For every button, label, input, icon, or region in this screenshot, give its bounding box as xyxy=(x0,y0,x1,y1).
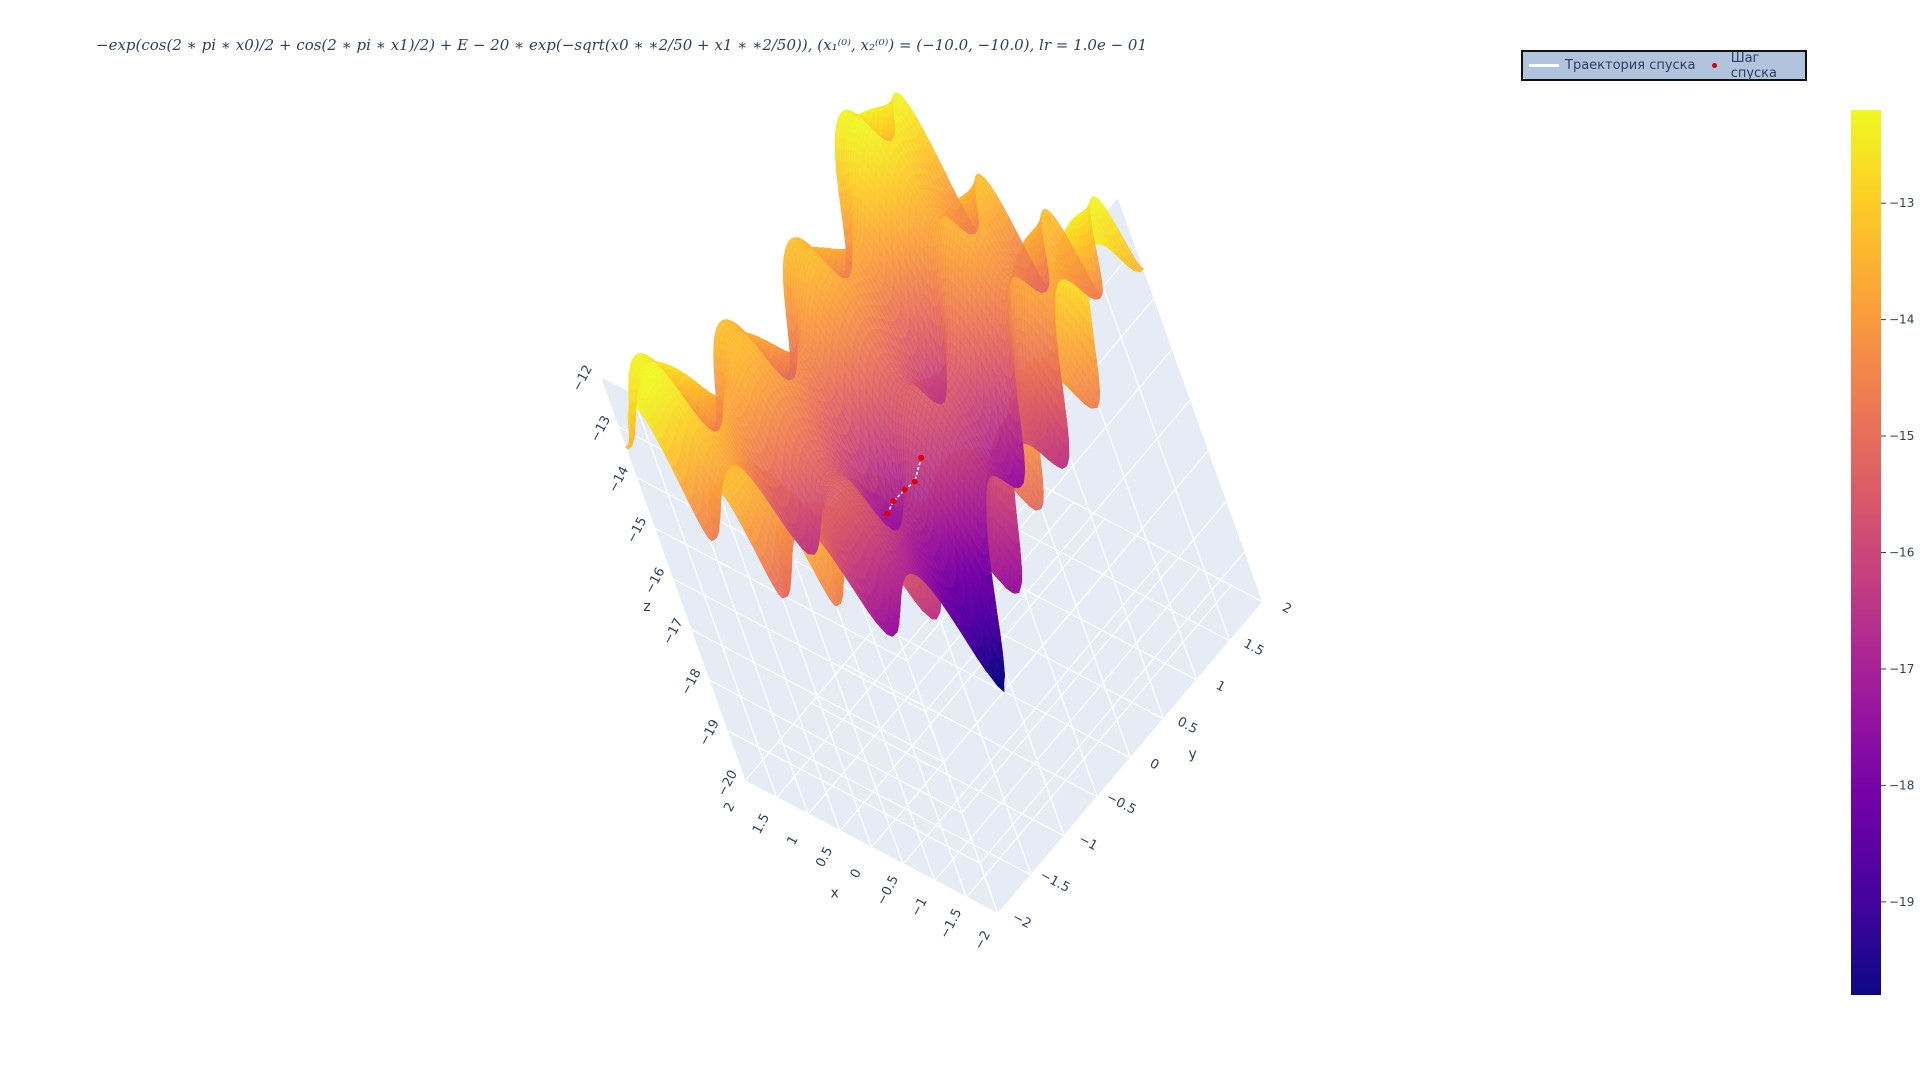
z-tick-label: −18 xyxy=(679,666,705,697)
z-tick-label: −13 xyxy=(588,413,614,444)
x-tick-label: −0.5 xyxy=(874,873,902,908)
legend-item-trajectory[interactable]: Траектория спуска xyxy=(1523,52,1696,79)
grid-line-z xyxy=(925,399,1191,712)
surface-cell xyxy=(1059,291,1064,306)
grid-line-z xyxy=(744,780,999,915)
grid-line-z xyxy=(690,628,944,763)
legend-label-trajectory: Траектория спуска xyxy=(1565,58,1696,73)
x-tick-label: 1 xyxy=(785,833,802,847)
y-axis-label: y xyxy=(1188,746,1196,762)
surface-cell xyxy=(840,573,844,588)
y-tick-label: 1 xyxy=(1213,678,1227,695)
x-tick-label: 0.5 xyxy=(813,845,836,870)
x-tick-label: −1.5 xyxy=(937,906,965,941)
y-tick-label: −1.5 xyxy=(1037,868,1072,896)
grid-line-z xyxy=(672,577,926,713)
y-tick-label: 0.5 xyxy=(1175,714,1200,737)
surface-plot[interactable]: 21.510.50 −0.5 −1 −1.5 −2−2−1.5−1−0.500.511.… xyxy=(0,0,1840,1080)
surface-cell xyxy=(1059,302,1064,318)
y-tick-label: −2 xyxy=(1010,910,1034,932)
z-tick-label: −12 xyxy=(570,363,596,394)
z-tick-label: −17 xyxy=(660,616,686,647)
y-tick-label: −0.5 xyxy=(1104,790,1139,818)
grid-line-z xyxy=(708,679,963,814)
legend-item-steps[interactable]: Шаг спуска xyxy=(1696,50,1805,81)
z-tick-label: −16 xyxy=(642,565,668,596)
x-tick-label: 1.5 xyxy=(750,811,773,836)
surface-cell xyxy=(1062,281,1067,297)
y-tick-label: 1.5 xyxy=(1241,636,1266,659)
legend-dot-swatch xyxy=(1712,63,1717,68)
grid-line-z xyxy=(997,601,1264,915)
surface-mesh xyxy=(625,91,1144,693)
y-tick-label: 2 xyxy=(1279,600,1293,617)
y-tick-label: −1 xyxy=(1076,832,1100,854)
z-tick-label: −20 xyxy=(715,768,741,799)
z-tick-label: −15 xyxy=(624,515,650,546)
surface-cell xyxy=(815,527,819,542)
grid-line-z xyxy=(961,500,1228,814)
x-tick-label: −1 xyxy=(909,895,931,919)
legend-line-swatch xyxy=(1529,64,1559,67)
x-axis-label: x xyxy=(831,886,839,902)
grid-line-z xyxy=(943,449,1210,763)
x-tick-label: 0 xyxy=(848,867,865,881)
legend[interactable]: Траектория спуска Шаг спуска xyxy=(1521,50,1807,81)
x-tick-label: 2 xyxy=(721,800,738,814)
grid-line-z xyxy=(726,729,981,864)
legend-label-steps: Шаг спуска xyxy=(1730,50,1777,81)
z-tick-label: −14 xyxy=(606,464,632,495)
z-tick-label: −19 xyxy=(697,717,723,748)
x-tick-label: −2 xyxy=(972,928,994,952)
grid-line-z xyxy=(979,550,1246,864)
z-axis-label: z xyxy=(643,599,650,615)
y-tick-label: 0 xyxy=(1147,756,1161,773)
chart-title: −exp(cos(2 ∗ pi ∗ x0)/2 + cos(2 ∗ pi ∗ x… xyxy=(96,36,1148,54)
